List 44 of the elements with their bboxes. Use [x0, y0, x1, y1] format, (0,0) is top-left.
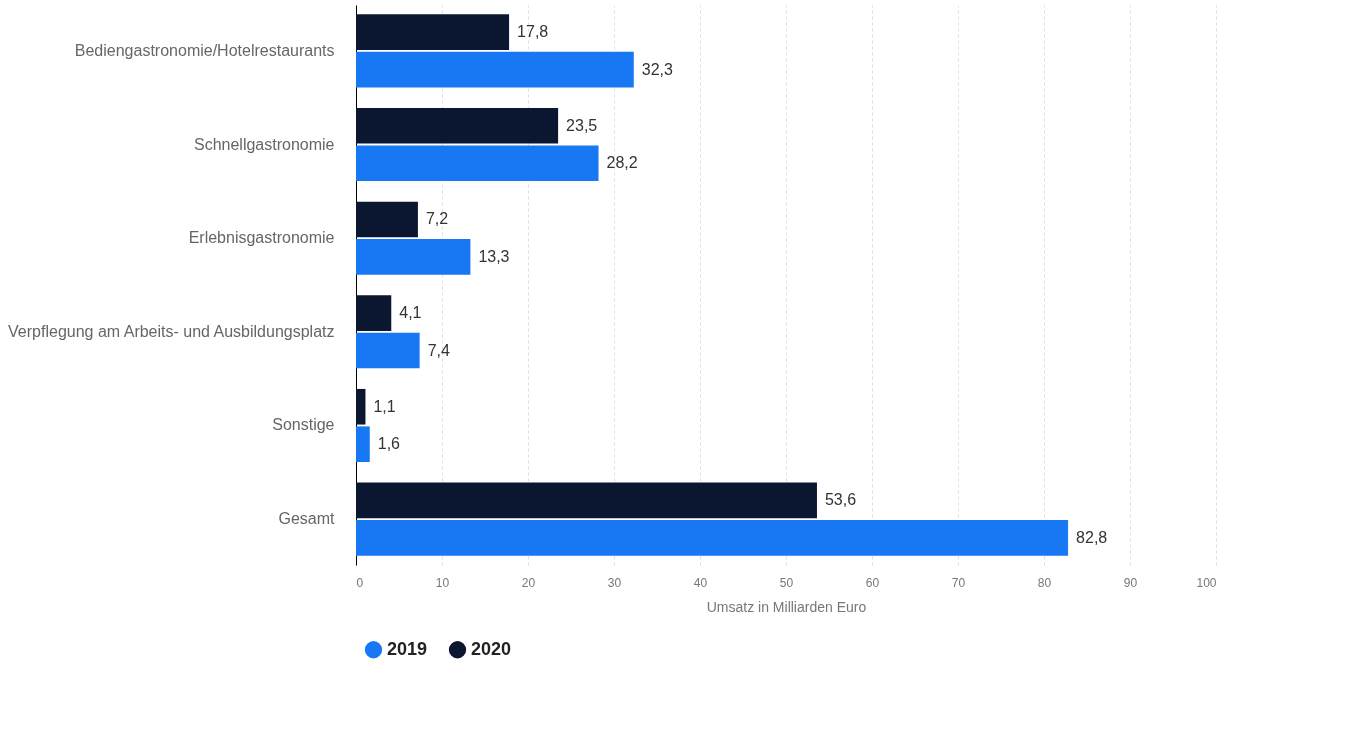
data-label: 4,1 — [399, 304, 422, 322]
data-label: 1,1 — [373, 397, 396, 415]
data-label: 7,2 — [425, 210, 449, 228]
bar — [356, 482, 817, 519]
data-label: 7,4 — [427, 341, 450, 359]
y-tick-label: Erlebnisgastronomie — [188, 229, 335, 247]
data-label: 82,8 — [1076, 528, 1108, 546]
data-label: 53,6 — [824, 491, 857, 509]
x-tick-label: 100 — [1196, 575, 1217, 590]
data-label: 1,6 — [377, 435, 401, 453]
data-label: 28,2 — [606, 154, 638, 172]
x-axis-title: Umsatz in Milliarden Euro — [706, 598, 867, 615]
x-tick-label: 30 — [607, 575, 622, 590]
x-tick-label: 20 — [521, 575, 536, 590]
y-tick-label: Verpflegung am Arbeits- und Ausbildungsplatz — [8, 322, 335, 340]
bar — [356, 332, 420, 369]
bar — [356, 51, 634, 88]
x-tick-label: 0 — [356, 575, 364, 590]
bar — [356, 201, 418, 238]
data-label: 17,8 — [517, 23, 549, 41]
x-tick-label: 80 — [1037, 575, 1052, 590]
bar — [356, 295, 392, 331]
y-tick-label: Sonstige — [272, 416, 335, 434]
data-label: 23,5 — [566, 116, 598, 134]
data-label: 32,3 — [641, 60, 674, 78]
bar — [356, 145, 599, 182]
bar — [356, 14, 510, 50]
data-label: 13,3 — [478, 247, 510, 265]
x-tick-label: 70 — [951, 575, 966, 590]
x-tick-label: 40 — [693, 575, 708, 590]
y-tick-label: Schnellgastronomie — [193, 135, 335, 153]
bar — [356, 239, 471, 275]
y-tick-label: Gesamt — [278, 510, 336, 528]
x-tick-label: 90 — [1123, 575, 1138, 590]
bar — [356, 388, 366, 425]
x-tick-label: 10 — [435, 575, 450, 590]
x-tick-label: 60 — [865, 575, 880, 590]
x-tick-label: 50 — [779, 575, 794, 590]
bar — [356, 108, 559, 144]
legend-label: 2020 — [471, 638, 512, 659]
legend-label: 2019 — [387, 638, 428, 659]
y-tick-label: Bediengastronomie/Hotelrestaurants — [74, 41, 335, 59]
bar — [356, 520, 1069, 556]
bar — [356, 426, 370, 462]
